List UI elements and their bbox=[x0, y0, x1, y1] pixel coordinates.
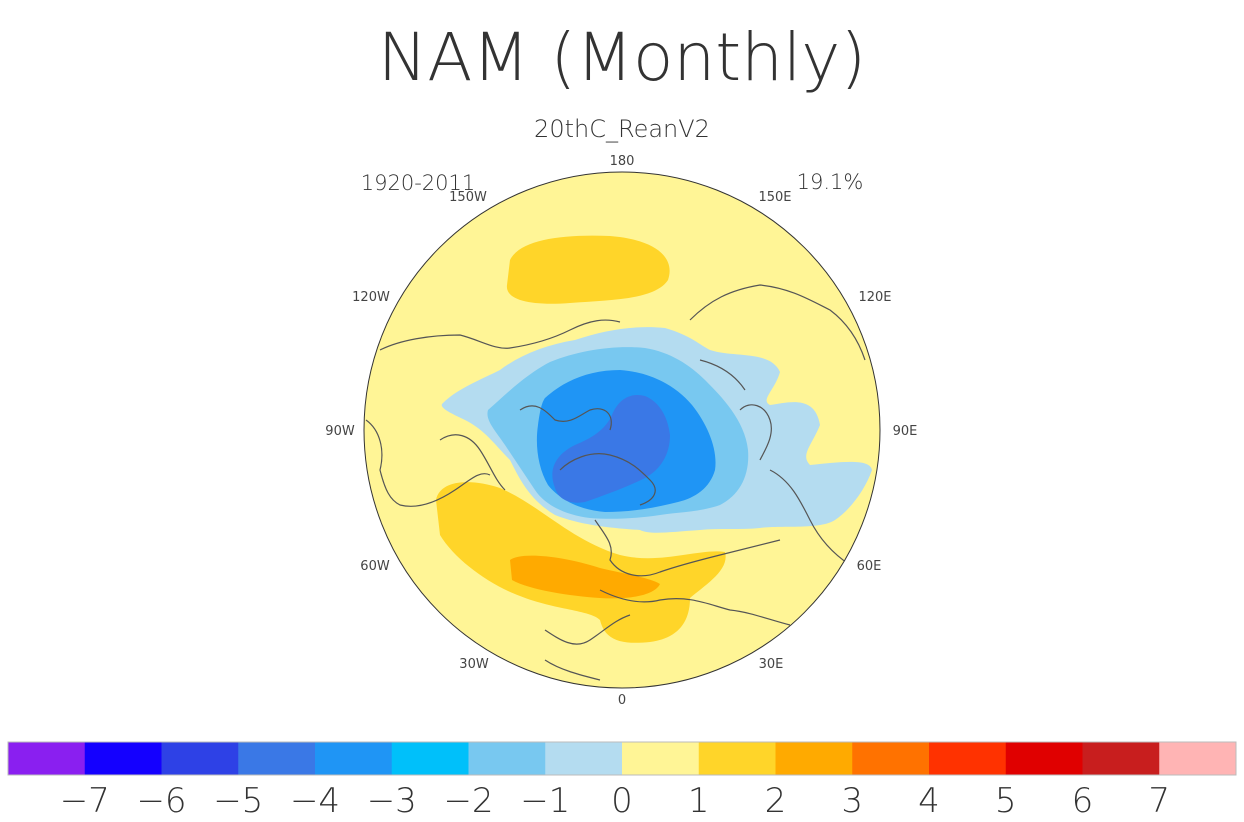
colorbar-swatch bbox=[698, 742, 776, 775]
colorbar-tick-label: 3 bbox=[841, 781, 863, 821]
colorbar-tick-label: −6 bbox=[136, 781, 186, 821]
colorbar-swatch bbox=[468, 742, 546, 775]
colorbar-swatch bbox=[238, 742, 316, 775]
lon-label-90e: 90E bbox=[893, 424, 918, 439]
lon-label-120w: 120W bbox=[352, 290, 390, 305]
lon-label-30w: 30W bbox=[459, 657, 489, 672]
lon-label-150w: 150W bbox=[449, 190, 487, 205]
colorbar: −7 −6 −5 −4 −3 −2 −1 0 1 2 3 4 5 6 7 bbox=[7, 741, 1237, 821]
colorbar-tick-label: −5 bbox=[213, 781, 263, 821]
lon-label-150e: 150E bbox=[758, 190, 791, 205]
colorbar-swatch bbox=[84, 742, 162, 775]
lon-label-60w: 60W bbox=[360, 559, 390, 574]
colorbar-swatch bbox=[852, 742, 930, 775]
colorbar-tick-label: 4 bbox=[918, 781, 940, 821]
colorbar-tick-label: 7 bbox=[1148, 781, 1170, 821]
variance-label: 19.1% bbox=[797, 170, 864, 194]
figure-title: NAM (Monthly) bbox=[378, 19, 866, 96]
arctic-negative-anomaly-core bbox=[552, 394, 670, 503]
colorbar-swatch bbox=[161, 742, 239, 775]
lon-label-60e: 60E bbox=[857, 559, 882, 574]
colorbar-swatch bbox=[622, 742, 700, 775]
colorbar-swatch bbox=[315, 742, 393, 775]
colorbar-tick-label: 2 bbox=[765, 781, 787, 821]
lon-label-180: 180 bbox=[610, 154, 635, 169]
colorbar-swatch bbox=[8, 742, 86, 775]
colorbar-tick-label: 5 bbox=[995, 781, 1017, 821]
lon-label-0: 0 bbox=[618, 693, 626, 708]
atlantic-positive-anomaly bbox=[436, 482, 726, 643]
colorbar-frame bbox=[7, 741, 1237, 776]
colorbar-swatch bbox=[1082, 742, 1160, 775]
map-boundary bbox=[363, 171, 881, 689]
colorbar-swatch bbox=[775, 742, 853, 775]
colorbar-tick-label: 1 bbox=[688, 781, 710, 821]
colorbar-swatch bbox=[1005, 742, 1083, 775]
lon-label-30e: 30E bbox=[759, 657, 784, 672]
colorbar-swatch bbox=[391, 742, 469, 775]
colorbar-swatch bbox=[1159, 742, 1237, 775]
lon-label-120e: 120E bbox=[858, 290, 891, 305]
colorbar-tick-label: −4 bbox=[290, 781, 340, 821]
polar-map bbox=[364, 172, 880, 688]
colorbar-tick-label: −3 bbox=[367, 781, 417, 821]
colorbar-tick-label: −1 bbox=[520, 781, 570, 821]
pacific-positive-anomaly bbox=[506, 235, 670, 304]
colorbar-swatch bbox=[929, 742, 1007, 775]
period-label: 1920-2011 bbox=[361, 171, 475, 195]
colorbar-tick-label: 0 bbox=[611, 781, 633, 821]
colorbar-tick-label: −2 bbox=[443, 781, 493, 821]
coastlines bbox=[365, 284, 880, 681]
colorbar-tick-label: 6 bbox=[1072, 781, 1094, 821]
colorbar-tick-label: −7 bbox=[60, 781, 110, 821]
atlantic-strong-positive-anomaly bbox=[510, 555, 660, 599]
lon-label-90w: 90W bbox=[325, 424, 355, 439]
colorbar-swatch bbox=[545, 742, 623, 775]
dataset-subtitle: 20thC_ReanV2 bbox=[534, 115, 710, 143]
